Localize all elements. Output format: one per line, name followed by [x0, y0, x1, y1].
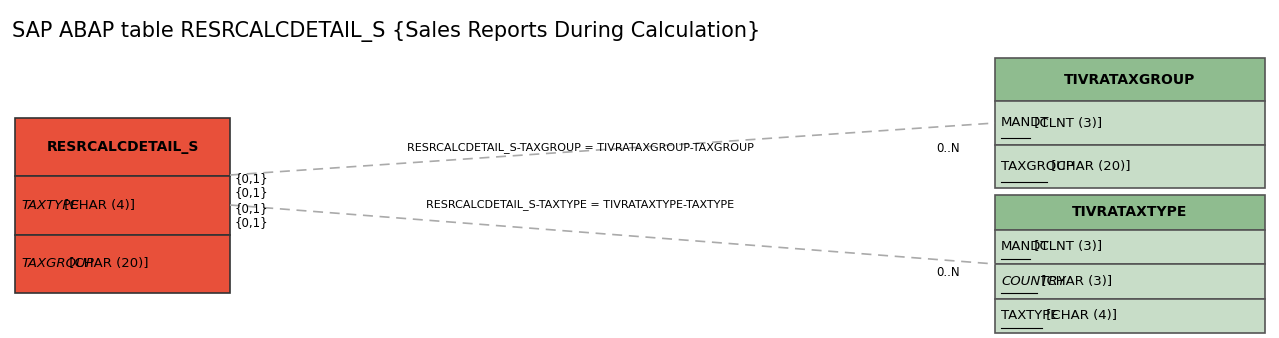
Text: TIVRATAXGROUP: TIVRATAXGROUP: [1064, 73, 1196, 87]
Bar: [995, 298, 1265, 333]
Text: TIVRATAXTYPE: TIVRATAXTYPE: [1072, 205, 1188, 219]
Text: RESRCALCDETAIL_S-TAXTYPE = TIVRATAXTYPE-TAXTYPE: RESRCALCDETAIL_S-TAXTYPE = TIVRATAXTYPE-…: [426, 199, 734, 211]
Text: [CHAR (20)]: [CHAR (20)]: [65, 257, 148, 270]
Text: 0..N: 0..N: [936, 266, 961, 279]
Bar: [995, 58, 1265, 101]
Text: [CHAR (4)]: [CHAR (4)]: [1041, 309, 1117, 322]
Bar: [15, 176, 230, 235]
Text: {0,1}: {0,1}: [235, 187, 269, 199]
Text: SAP ABAP table RESRCALCDETAIL_S {Sales Reports During Calculation}: SAP ABAP table RESRCALCDETAIL_S {Sales R…: [12, 22, 760, 43]
Text: [CHAR (4)]: [CHAR (4)]: [60, 199, 134, 212]
Bar: [995, 101, 1265, 145]
Text: TAXTYPE: TAXTYPE: [20, 199, 79, 212]
Text: {0,1}: {0,1}: [235, 202, 269, 216]
Text: COUNTRY: COUNTRY: [1001, 275, 1065, 288]
Text: RESRCALCDETAIL_S-TAXGROUP = TIVRATAXGROUP-TAXGROUP: RESRCALCDETAIL_S-TAXGROUP = TIVRATAXGROU…: [407, 143, 753, 153]
Bar: [995, 264, 1265, 298]
Text: MANDT: MANDT: [1001, 240, 1050, 253]
Text: [CLNT (3)]: [CLNT (3)]: [1030, 117, 1102, 129]
Text: {0,1}: {0,1}: [235, 217, 269, 230]
Bar: [995, 195, 1265, 230]
Text: {0,1}: {0,1}: [235, 172, 269, 186]
Text: [CLNT (3)]: [CLNT (3)]: [1030, 240, 1102, 253]
Bar: [15, 118, 230, 176]
Bar: [995, 145, 1265, 188]
Text: [CHAR (20)]: [CHAR (20)]: [1048, 160, 1131, 173]
Text: MANDT: MANDT: [1001, 117, 1050, 129]
Text: [CHAR (3)]: [CHAR (3)]: [1037, 275, 1113, 288]
Text: TAXGROUP: TAXGROUP: [1001, 160, 1074, 173]
Bar: [995, 230, 1265, 264]
Bar: [15, 235, 230, 293]
Text: TAXGROUP: TAXGROUP: [20, 257, 93, 270]
Text: RESRCALCDETAIL_S: RESRCALCDETAIL_S: [46, 140, 198, 154]
Text: 0..N: 0..N: [936, 142, 961, 154]
Text: TAXTYPE: TAXTYPE: [1001, 309, 1059, 322]
